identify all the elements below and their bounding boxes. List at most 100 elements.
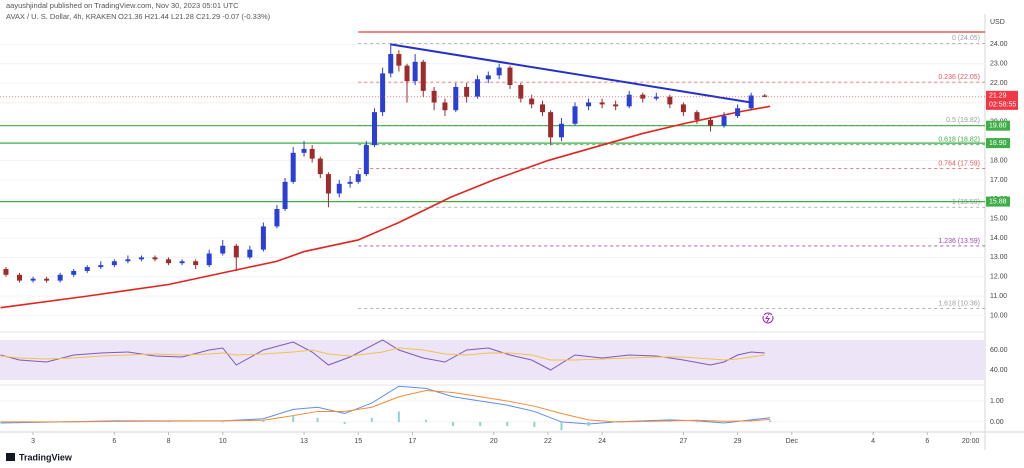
candle-body (396, 54, 402, 66)
candle-body (442, 102, 448, 111)
level-label-box (986, 138, 1010, 149)
candle-body (518, 85, 524, 99)
candle-body (694, 112, 700, 120)
logo (6, 453, 15, 461)
level-label: 19.80 (989, 123, 1007, 130)
x-tick-label: 20 (490, 438, 498, 445)
candle-body (539, 104, 545, 113)
ohlc-readout: O21.36 H21.44 L21.28 C21.29 -0.07 (-0.33… (118, 12, 271, 21)
candle-body (599, 102, 605, 105)
candle-body (721, 116, 727, 126)
last-price-label: 21.29 (989, 93, 1007, 100)
candle-body (71, 270, 77, 275)
y-tick-label: 11.00 (990, 293, 1007, 300)
x-tick-label: 17 (409, 438, 417, 445)
y-tick-label: 22.00 (990, 80, 1008, 87)
x-tick-label: 29 (734, 438, 742, 445)
x-tick-label: 3 (31, 438, 35, 445)
x-tick-label: 22 (544, 438, 552, 445)
histogram-bar (292, 415, 295, 422)
y-tick-label: 12.00 (990, 274, 1008, 281)
event-icon (762, 312, 774, 324)
histogram-bar (506, 421, 509, 427)
level-label-box (986, 196, 1010, 207)
x-tick-label: 10 (219, 438, 227, 445)
level-label-box (986, 120, 1010, 131)
candle-body (233, 245, 239, 258)
histogram-bar (424, 419, 427, 422)
candle-body (667, 96, 673, 105)
candle-body (474, 79, 480, 97)
y-tick-label: 40.00 (990, 367, 1008, 374)
event-bolt (765, 313, 770, 323)
candle-body (44, 278, 50, 281)
candle-body (380, 73, 386, 113)
candle-body (84, 267, 90, 271)
moving-average (0, 105, 771, 309)
fib-label: 0.236 (22.05) (938, 74, 980, 81)
chart-title: AVAX / U. S. Dollar, 4h, KRAKEN (6, 12, 117, 21)
candle-body (347, 181, 353, 184)
candle-body (125, 259, 131, 262)
candle-body (179, 261, 185, 264)
candle-body (412, 61, 418, 82)
candle-body (166, 259, 172, 264)
candle-body (371, 112, 377, 146)
level-label: 15.88 (989, 198, 1007, 205)
countdown-label: 02:58:55 (989, 102, 1016, 109)
y-tick-label: 10.00 (990, 312, 1008, 319)
histogram-bar (0, 421, 2, 423)
candle-body (336, 183, 342, 194)
candle-body (548, 112, 554, 138)
candle-body (613, 104, 619, 107)
y-tick-label: 0.00 (990, 419, 1004, 426)
histogram-bar (316, 417, 319, 422)
publisher-line: aayushjindal published on TradingView.co… (6, 1, 239, 10)
y-tick-label: 60.00 (990, 347, 1008, 354)
x-tick-label: 13 (300, 438, 308, 445)
candle-body (282, 181, 288, 209)
histogram-bar (343, 421, 346, 425)
candle-body (363, 145, 369, 175)
histogram-bar (560, 421, 563, 431)
fib-label: 0.764 (17.59) (938, 160, 980, 167)
x-tick-label: 8 (167, 438, 171, 445)
currency-label: USD (990, 19, 1005, 26)
candle-body (220, 245, 226, 254)
x-tick-label: 4 (871, 438, 875, 445)
x-tick-label: 24 (598, 438, 606, 445)
rsi-band (0, 340, 985, 380)
candle-body (572, 106, 578, 124)
candle-body (206, 253, 212, 266)
x-tick-label: 27 (680, 438, 688, 445)
candle-body (762, 95, 768, 97)
histogram-bar (452, 421, 455, 427)
candle-body (30, 278, 36, 281)
candle-body (404, 65, 410, 82)
histogram-bar (668, 420, 671, 422)
candle-body (260, 226, 266, 250)
histogram-bar (479, 421, 482, 427)
candle-body (309, 148, 315, 159)
footer-brand: TradingView (19, 452, 73, 462)
candle-body (138, 257, 144, 260)
candle-body (735, 108, 741, 117)
candle-body (586, 102, 592, 107)
histogram-bar (397, 411, 400, 422)
candle-body (317, 158, 323, 175)
candle-body (653, 96, 659, 99)
candle-body (485, 75, 491, 80)
histogram-bar (695, 421, 698, 423)
y-tick-label: 13.00 (990, 254, 1008, 261)
histogram-bar (533, 421, 536, 428)
candle-body (98, 265, 104, 268)
candle-body (355, 174, 361, 182)
last-price-box (986, 90, 1018, 110)
candle-body (152, 257, 158, 260)
fib-label: 0 (24.05) (952, 35, 980, 42)
candle-body (57, 274, 63, 281)
y-tick-label: 18.00 (990, 157, 1008, 164)
candle-body (420, 61, 426, 91)
x-tick-label: 6 (112, 438, 116, 445)
